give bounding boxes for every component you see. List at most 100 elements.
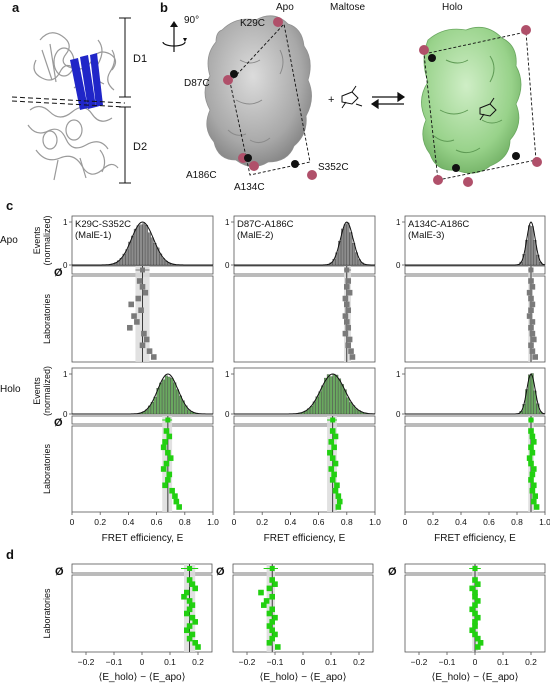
- x-tick-label: 0.8: [511, 517, 523, 527]
- x-axis-label: ⟨E_holo⟩ − ⟨E_apo⟩: [98, 672, 185, 683]
- lab-marker: [184, 627, 190, 634]
- lab-marker: [477, 640, 484, 646]
- laboratories-axis-label: Laboratories: [42, 443, 52, 494]
- histogram-frame: [71, 367, 214, 415]
- histogram-bar: [150, 237, 154, 266]
- lab-marker: [272, 614, 278, 621]
- histogram-bar: [343, 224, 347, 266]
- x-tick-label: 0.6: [151, 517, 163, 527]
- lab-marker: [345, 342, 352, 349]
- x-tick-label: 0.2: [192, 657, 204, 667]
- lab-marker: [475, 644, 481, 650]
- lab-marker: [529, 330, 536, 337]
- lab-marker: [167, 455, 174, 461]
- lab-marker: [163, 460, 170, 467]
- x-tick-label: −0.2: [411, 657, 428, 667]
- x-tick-label: 0.2: [256, 517, 268, 527]
- histogram-bar: [530, 226, 534, 266]
- histogram-bar: [145, 224, 149, 266]
- histogram-bar: [179, 395, 182, 415]
- lab-marker: [345, 278, 352, 284]
- lab-marker: [344, 284, 350, 290]
- null-row-frame: [404, 265, 546, 275]
- lab-marker: [266, 610, 273, 617]
- events-axis-label: Events: [32, 377, 42, 405]
- x-tick-label: 0.2: [94, 517, 106, 527]
- lab-marker: [335, 504, 342, 510]
- holo-cys-markers: [419, 25, 542, 187]
- lab-marker: [165, 449, 171, 456]
- lab-marker: [469, 585, 475, 592]
- lab-marker: [189, 614, 196, 621]
- lab-marker: [334, 482, 340, 489]
- y-tick-label: 1: [396, 218, 401, 227]
- x-tick-label: −0.1: [267, 657, 284, 667]
- lab-marker: [529, 487, 536, 494]
- x-tick-label: 0: [140, 657, 145, 667]
- lab-marker: [332, 433, 339, 440]
- lab-marker: [531, 439, 537, 445]
- x-tick-label: 1.0: [539, 517, 550, 527]
- histogram-bar: [528, 374, 531, 415]
- panel-c-label: c: [6, 198, 13, 213]
- null-row-frame: [232, 563, 374, 574]
- histogram-bar: [318, 391, 322, 415]
- lab-marker: [346, 336, 353, 343]
- lab-marker: [131, 313, 137, 319]
- lab-marker: [269, 619, 275, 625]
- lab-marker: [528, 295, 534, 302]
- lab-marker: [186, 598, 193, 604]
- histogram-bar: [341, 228, 344, 266]
- beta-strands-a: [70, 53, 103, 110]
- lab-marker: [342, 295, 349, 302]
- laboratories-frame: [404, 275, 546, 363]
- histogram-bar: [528, 225, 531, 266]
- lab-marker: [166, 433, 173, 440]
- lab-marker: [269, 627, 275, 634]
- lab-marker: [176, 504, 182, 510]
- null-symbol: Ø: [388, 566, 397, 578]
- fit-curve: [234, 221, 375, 266]
- x-tick-label: 0: [70, 517, 75, 527]
- lab-marker: [531, 498, 537, 505]
- lab-marker: [472, 619, 478, 625]
- lab-marker: [329, 455, 336, 461]
- row-label-holo: Holo: [0, 384, 21, 395]
- lab-marker: [192, 640, 198, 646]
- lab-marker: [172, 493, 178, 499]
- lab-marker: [189, 581, 196, 587]
- column-subtitle: (MalE-1): [75, 230, 111, 241]
- lab-marker: [529, 449, 536, 456]
- y-tick-label: 0: [225, 261, 230, 270]
- x-tick-label: −0.1: [106, 657, 123, 667]
- lab-marker: [531, 336, 537, 343]
- y-tick-label: 1: [63, 370, 68, 379]
- lab-marker: [142, 289, 149, 296]
- lab-marker: [529, 301, 536, 308]
- residue-a134c: A134C: [234, 182, 265, 193]
- column-title: D87C-A186C: [237, 219, 294, 230]
- lab-marker: [469, 606, 475, 613]
- lab-marker: [165, 477, 171, 483]
- fit-curve: [405, 221, 546, 266]
- x-tick-label: 0.4: [284, 517, 296, 527]
- y-tick-label: 1: [63, 218, 68, 227]
- fit-curve: [72, 373, 213, 415]
- lab-marker: [139, 284, 146, 290]
- lab-marker: [533, 504, 540, 510]
- lab-marker: [528, 324, 534, 331]
- maltose-icon: [341, 85, 363, 109]
- x-tick-label: 0.2: [427, 517, 439, 527]
- null-row-frame: [71, 563, 213, 574]
- lab-marker: [143, 336, 150, 343]
- apo-cys-markers: [223, 17, 317, 180]
- histogram-bar: [346, 222, 350, 266]
- laboratories-axis-label: Laboratories: [42, 293, 52, 344]
- lab-marker: [266, 585, 273, 592]
- lab-marker: [195, 644, 201, 650]
- panel-b: b 90° Apo Maltose Holo K29C D87C A186C: [160, 0, 542, 193]
- histogram-bar: [142, 223, 146, 266]
- lab-marker: [128, 301, 135, 308]
